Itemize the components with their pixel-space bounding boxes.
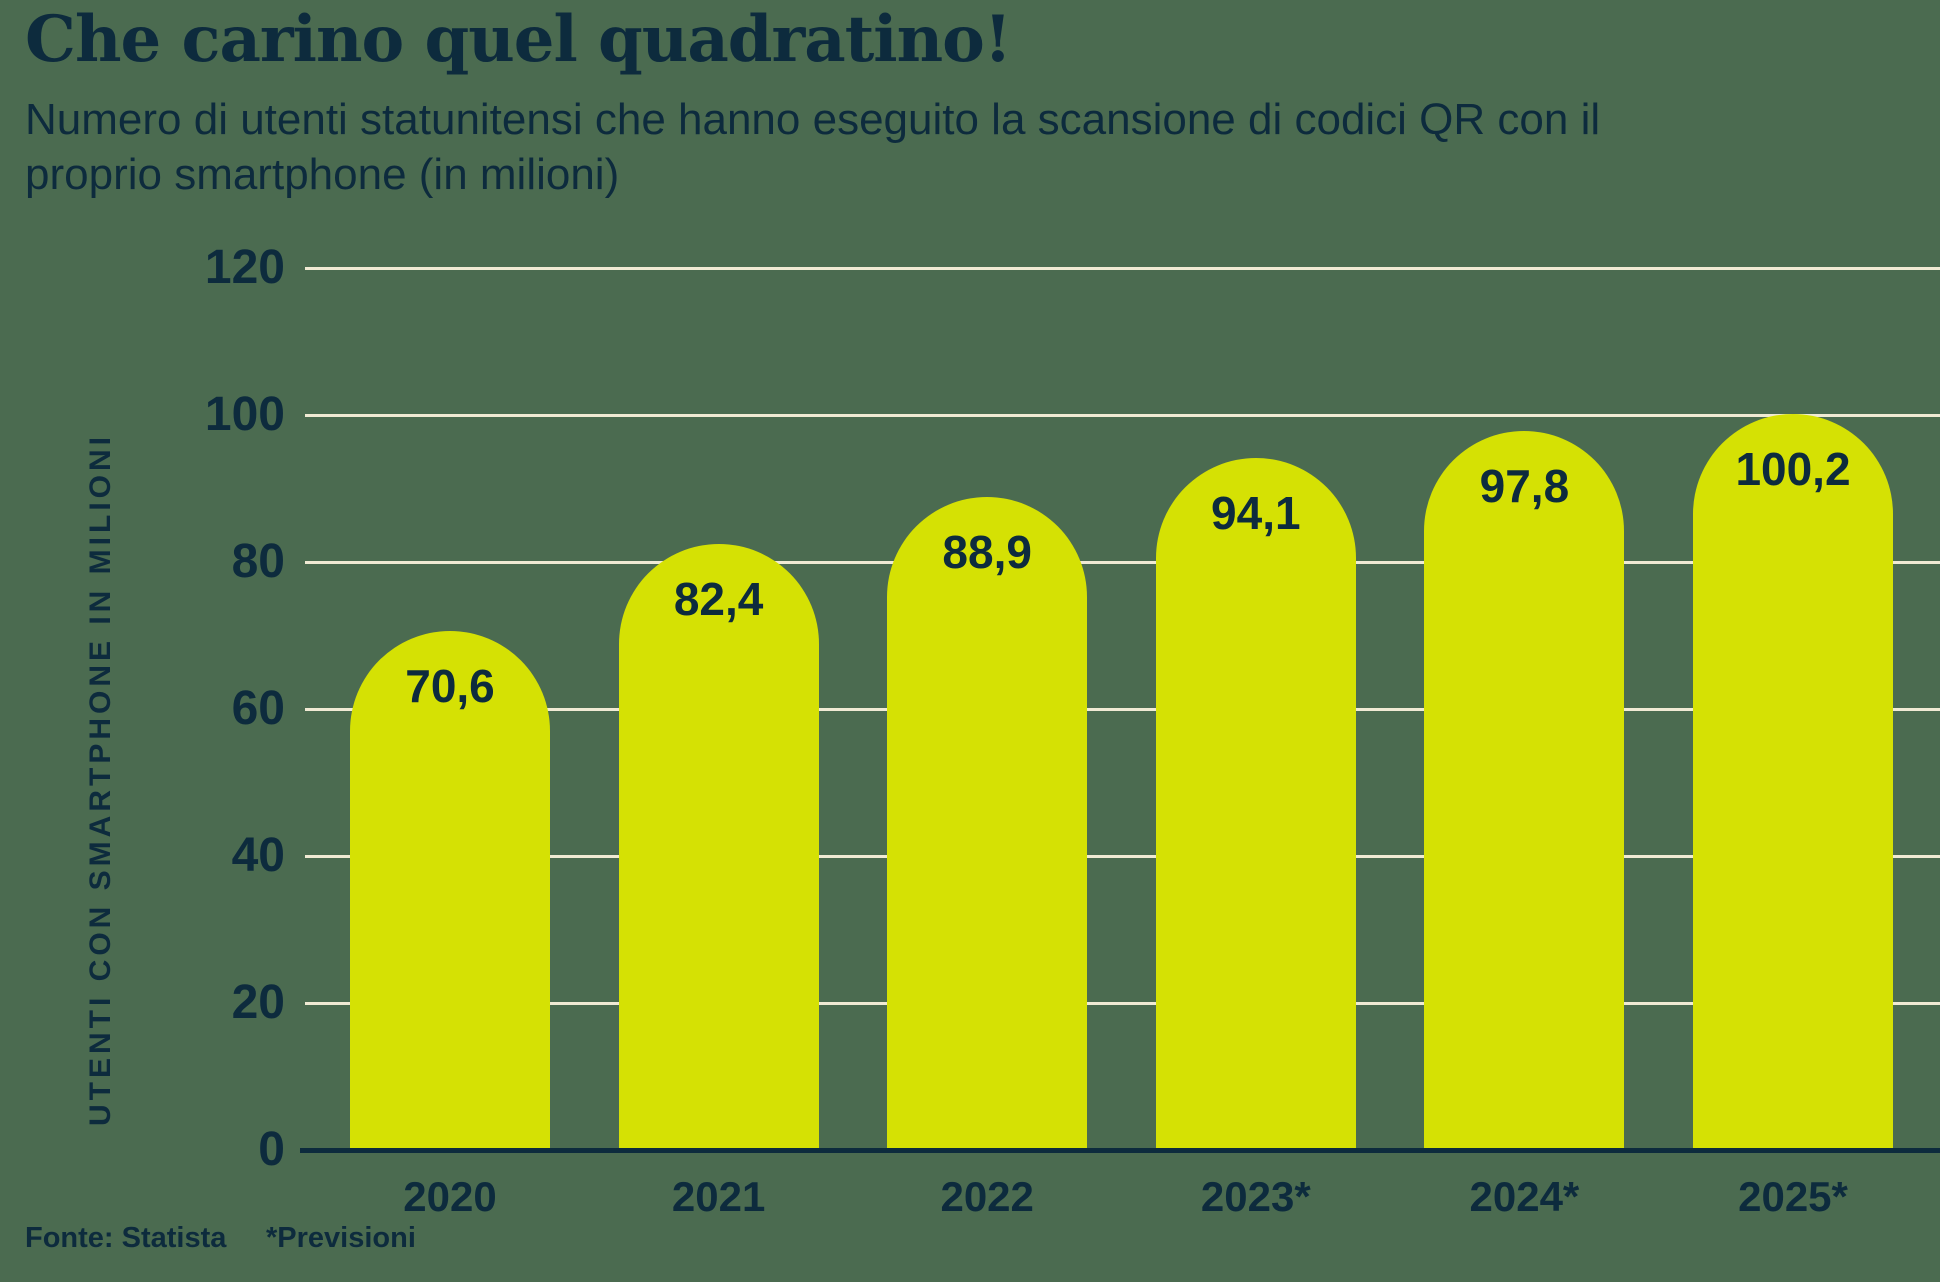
x-axis-baseline	[300, 1148, 1940, 1153]
y-tick-label-40: 40	[231, 829, 285, 882]
bar-2023*: 94,1	[1155, 458, 1356, 1150]
chart-title: Che carino quel quadratino!	[25, 2, 1012, 77]
y-tick-label-20: 20	[231, 976, 285, 1029]
bar-2025*: 100,2	[1693, 413, 1893, 1150]
bar-2020: 70,6	[350, 631, 550, 1150]
gridline-60	[305, 708, 1940, 711]
gridline-80	[305, 561, 1940, 564]
bar-value-label: 82,4	[673, 573, 764, 626]
y-tick-label-80: 80	[231, 535, 285, 588]
x-category-label: 2022	[940, 1173, 1034, 1220]
chart-subtitle-line-2: proprio smartphone (in milioni)	[25, 150, 620, 199]
x-category-label: 2020	[403, 1173, 497, 1220]
bar-2024*: 97,8	[1424, 431, 1625, 1150]
source-credit: Fonte: Statista	[25, 1222, 227, 1254]
forecast-note: *Previsioni	[266, 1222, 416, 1254]
bar-value-label: 70,6	[405, 660, 495, 713]
x-category-label: 2021	[671, 1173, 766, 1220]
y-tick-label-0: 0	[258, 1123, 285, 1176]
bar-value-label: 88,9	[942, 525, 1032, 578]
y-tick-label-100: 100	[204, 388, 285, 441]
bar-value-label: 94,1	[1211, 487, 1301, 540]
bar-2022: 88,9	[887, 496, 1088, 1150]
bar-value-label: 100,2	[1735, 442, 1851, 495]
x-category-label: 2023*	[1200, 1173, 1311, 1220]
bar-2021: 82,4	[618, 544, 819, 1150]
gridline-100	[305, 414, 1940, 417]
chart-subtitle: Numero di utenti statunitensi che hanno …	[25, 92, 1600, 202]
chart-subtitle-line-1: Numero di utenti statunitensi che hanno …	[25, 95, 1601, 144]
x-category-label: 2025*	[1738, 1173, 1848, 1220]
gridline-120	[305, 267, 1940, 270]
bar-value-label: 97,8	[1479, 460, 1570, 513]
y-tick-label-60: 60	[231, 682, 285, 735]
y-tick-label-120: 120	[204, 241, 285, 294]
gridline-20	[305, 1002, 1940, 1005]
x-category-label: 2024*	[1469, 1173, 1580, 1220]
gridline-40	[305, 855, 1940, 858]
